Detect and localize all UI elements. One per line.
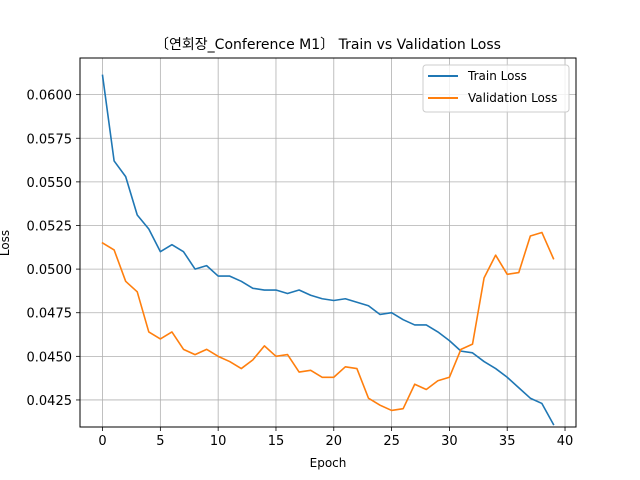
x-tick-label: 0 xyxy=(98,434,106,449)
y-tick-label: 0.0475 xyxy=(27,307,73,322)
series-line-train-loss xyxy=(101,74,555,426)
y-axis-label: Loss xyxy=(0,230,12,256)
x-tick-label: 20 xyxy=(326,434,343,449)
gridlines xyxy=(80,58,576,427)
y-tick-label: 0.0600 xyxy=(27,89,73,104)
x-tick-label: 35 xyxy=(499,434,516,449)
x-tick-label: 25 xyxy=(383,434,400,449)
y-tick-label: 0.0425 xyxy=(27,394,73,409)
legend-box xyxy=(422,64,570,113)
x-tick-label: 10 xyxy=(210,434,227,449)
x-tick-label: 5 xyxy=(156,434,164,449)
legend: Train Loss Validation Loss xyxy=(422,64,570,113)
y-tick-label: 0.0450 xyxy=(27,350,73,365)
legend-label-train-loss: Train Loss xyxy=(467,69,527,83)
legend-label-validation-loss: Validation Loss xyxy=(468,91,557,105)
x-axis-label: Epoch xyxy=(310,456,347,470)
y-tick-label: 0.0550 xyxy=(27,176,73,191)
series-line-validation-loss xyxy=(101,231,555,412)
y-tick-label: 0.0525 xyxy=(27,219,73,234)
plot-frame xyxy=(79,57,577,428)
chart-title: 〔연회장_Conference M1〕 Train vs Validation … xyxy=(155,37,501,53)
axis-ticks: 0 5 10 15 20 25 30 35 40 0.0425 0.0450 0.0475 0.0500… xyxy=(27,89,574,449)
y-tick-label: 0.0500 xyxy=(27,263,73,278)
x-tick-label: 15 xyxy=(268,434,285,449)
y-tick-label: 0.0575 xyxy=(27,132,73,147)
x-tick-label: 30 xyxy=(441,434,458,449)
series-lines xyxy=(101,74,555,426)
x-tick-label: 40 xyxy=(557,434,574,449)
